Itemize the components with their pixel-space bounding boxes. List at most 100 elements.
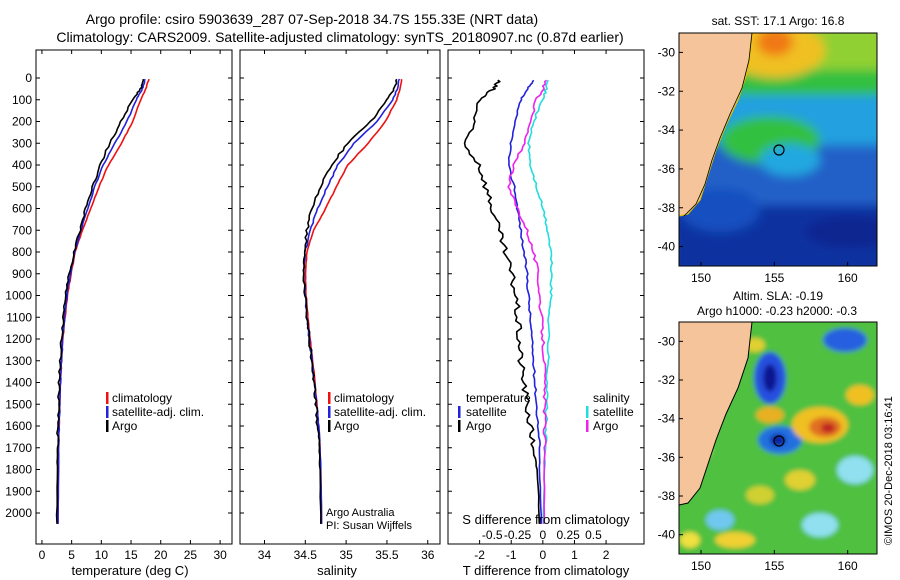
depth-tick-label: 1900 [5,484,32,498]
legend-salinity-heading: salinity [593,391,630,405]
depth-tick-label: 1000 [5,289,32,303]
sst-float-marker [773,144,785,156]
temperature-plot-frame [35,49,233,545]
series-line-t-satellite [507,79,543,524]
temperature-xlabel: temperature (deg C) [71,563,188,578]
difference-depth-ticks [448,77,644,514]
difference-legend-temperature: temperature satellite Argo [458,391,531,433]
x-tick-label: 15 [124,548,138,562]
sal-legend-climatology-swatch [328,392,331,404]
sla-field [679,322,877,554]
difference-series [463,79,554,524]
legend-s-argo: Argo [593,419,619,433]
temperature-panel: 0100200300400500600700800900100011001200… [5,49,233,578]
map-y-tick-label: -32 [658,84,676,98]
s-tick-label: -0.25 [504,528,532,542]
sst-map: sat. SST: 17.1 Argo: 16.8 150 1 [658,14,878,285]
s-difference-xlabel: S difference from climatology [462,512,630,527]
sal-legend-argo: Argo [334,419,360,433]
depth-tick-label: 1200 [5,332,32,346]
series-line-argo [302,78,398,524]
sal-legend-argo-swatch [328,420,331,432]
s-tick-label: 0.25 [556,528,580,542]
map-y-tick-label: -38 [658,489,676,503]
s-tick-label: 0 [539,528,546,542]
sst-field [679,33,877,266]
depth-tick-label: 1600 [5,419,32,433]
sla-map-axes: 150 155 160 -30 -32 -34 -36 -38 -40 [658,334,858,573]
legend-argo-swatch [106,420,109,432]
map-y-tick-label: -32 [658,373,676,387]
s-tick-label: 0.5 [585,528,602,542]
salinity-plot-frame [239,49,441,545]
sal-legend-climatology: climatology [334,391,394,405]
legend-s-satellite-swatch [586,406,589,418]
legend-argo: Argo [112,419,138,433]
map-y-tick-label: -30 [658,45,676,59]
map-y-tick-label: -38 [658,201,676,215]
x-tick-label: 5 [68,548,75,562]
series-line-argo [55,79,144,524]
sst-land-australia [679,33,752,216]
series-line-t-argo [463,79,541,524]
temperature-legend: climatology satellite-adj. clim. Argo [106,391,204,433]
x-tick-label: 34 [258,548,272,562]
salinity-x-axis: 34 34.5 35 35.5 36 [258,50,435,562]
x-tick-label: 0 [39,548,46,562]
map-x-tick-label: 155 [764,559,784,573]
sal-legend-satellite: satellite-adj. clim. [334,405,426,419]
map-x-tick-label: 160 [838,559,858,573]
credit-pi: PI: Susan Wijffels [326,520,412,532]
title-line-2: Climatology: CARS2009. Satellite-adjuste… [56,29,623,45]
map-y-tick-label: -40 [658,528,676,542]
map-y-tick-label: -40 [658,240,676,254]
map-y-tick-label: -36 [658,450,676,464]
temperature-x-axis: 0 5 10 15 20 25 30 [39,50,227,562]
depth-tick-label: 1800 [5,463,32,477]
depth-tick-label: 800 [12,245,32,259]
depth-tick-label: 700 [12,223,32,237]
depth-tick-label: 500 [12,180,32,194]
t-difference-xlabel: T difference from climatology [463,563,630,578]
sla-land-australia [679,322,752,505]
imos-credit: ©IMOS 20-Dec-2018 03:16:41 [883,396,895,545]
legend-satellite: satellite-adj. clim. [112,405,204,419]
legend-satellite-swatch [106,406,109,418]
difference-panel: -2 -1 0 1 2 -0.5 -0.25 0 0.25 0.5 T difference f… [447,49,645,578]
sla-map-title-1: Altim. SLA: -0.19 [733,289,823,303]
map-x-tick-label: 160 [838,271,858,285]
x-tick-label: 30 [213,548,227,562]
x-tick-label: 10 [95,548,109,562]
depth-tick-label: 200 [12,115,32,129]
x-tick-label: 36 [421,548,435,562]
salinity-depth-ticks [240,77,440,514]
legend-t-argo-swatch [458,420,461,432]
depth-tick-label: 1500 [5,397,32,411]
x-tick-label: 35.5 [375,548,399,562]
map-y-tick-label: -30 [658,334,676,348]
x-tick-label: 35 [339,548,353,562]
x-tick-label: 0 [539,548,546,562]
salinity-panel: 34 34.5 35 35.5 36 salinity climatology sate… [239,49,441,578]
credit-argo-australia: Argo Australia [326,507,395,519]
depth-tick-label: 1400 [5,376,32,390]
depth-tick-label: 2000 [5,506,32,520]
legend-temperature-heading: temperature [466,391,531,405]
x-tick-label: 34.5 [294,548,318,562]
temperature-series [55,78,150,524]
legend-climatology: climatology [112,391,172,405]
x-tick-label: -1 [506,548,517,562]
series-line-s-satellite [527,79,554,524]
legend-climatology-swatch [106,392,109,404]
map-y-tick-label: -34 [658,123,676,137]
depth-tick-label: 1300 [5,354,32,368]
s-difference-axis: -0.5 -0.25 0 0.25 0.5 [482,528,602,542]
difference-legend-salinity: salinity satellite Argo [586,391,634,433]
title-line-1: Argo profile: csiro 5903639_287 07-Sep-2… [86,11,538,27]
salinity-legend: climatology satellite-adj. clim. Argo [328,391,426,433]
depth-tick-label: 0 [25,71,32,85]
depth-tick-label: 300 [12,136,32,150]
legend-t-argo: Argo [466,419,492,433]
x-tick-label: 25 [184,548,198,562]
depth-tick-label: 900 [12,267,32,281]
